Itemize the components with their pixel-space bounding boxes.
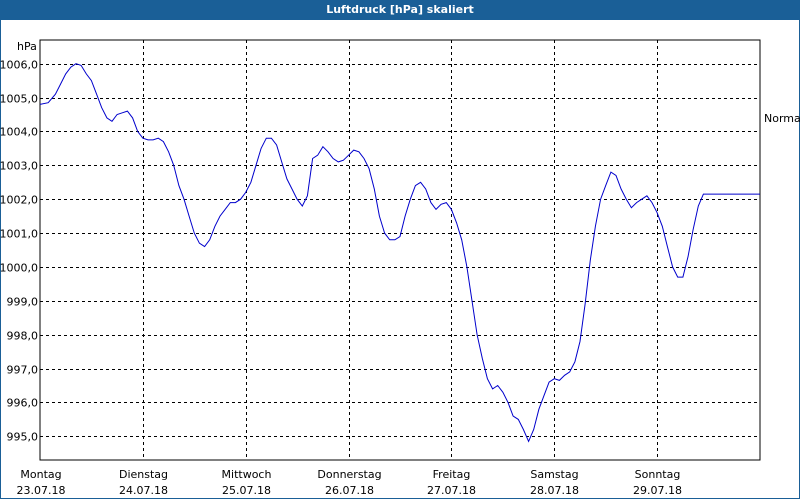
y-tick-label: 1000,0	[0, 262, 38, 275]
plot-area-border	[39, 39, 761, 461]
y-tick-label: 1003,0	[0, 160, 38, 173]
y-tick-label: 1001,0	[0, 228, 38, 241]
pressure-series-line	[39, 63, 760, 443]
x-tick-day: Freitag	[433, 468, 471, 481]
y-tick-label: 997,0	[7, 364, 39, 377]
x-tick-date: 25.07.18	[222, 484, 271, 497]
y-tick-label: 996,0	[7, 397, 39, 410]
x-tick-day: Samstag	[530, 468, 578, 481]
y-tick-label: 999,0	[7, 296, 39, 309]
x-tick-day: Mittwoch	[222, 468, 272, 481]
x-tick-day: Donnerstag	[317, 468, 381, 481]
x-tick-date: 29.07.18	[633, 484, 682, 497]
y-tick-label: 995,0	[7, 431, 39, 444]
y-tick-label: 1005,0	[0, 93, 38, 106]
y-axis-ticks: 995,0 996,0 997,0 998,0 999,0 1000,0 1001,0 100…	[0, 59, 38, 444]
x-tick-day: Montag	[20, 468, 61, 481]
normal-label: Normal	[764, 112, 800, 125]
x-tick-day: Sonntag	[635, 468, 681, 481]
x-axis-ticks: Montag 23.07.18 Dienstag 24.07.18 Mittwoch 25…	[17, 468, 682, 497]
chart-title: Luftdruck [hPa] skaliert	[0, 0, 800, 20]
x-tick-day: Dienstag	[119, 468, 168, 481]
grid-lines	[40, 40, 760, 460]
y-axis-label: hPa	[17, 40, 37, 53]
x-tick-date: 28.07.18	[530, 484, 579, 497]
y-tick-label: 1004,0	[0, 126, 38, 139]
y-tick-label: 1002,0	[0, 194, 38, 207]
x-tick-date: 23.07.18	[17, 484, 66, 497]
y-tick-label: 998,0	[7, 330, 39, 343]
x-tick-date: 24.07.18	[119, 484, 168, 497]
y-tick-label: 1006,0	[0, 59, 38, 72]
x-tick-date: 27.07.18	[427, 484, 476, 497]
x-tick-date: 26.07.18	[325, 484, 374, 497]
